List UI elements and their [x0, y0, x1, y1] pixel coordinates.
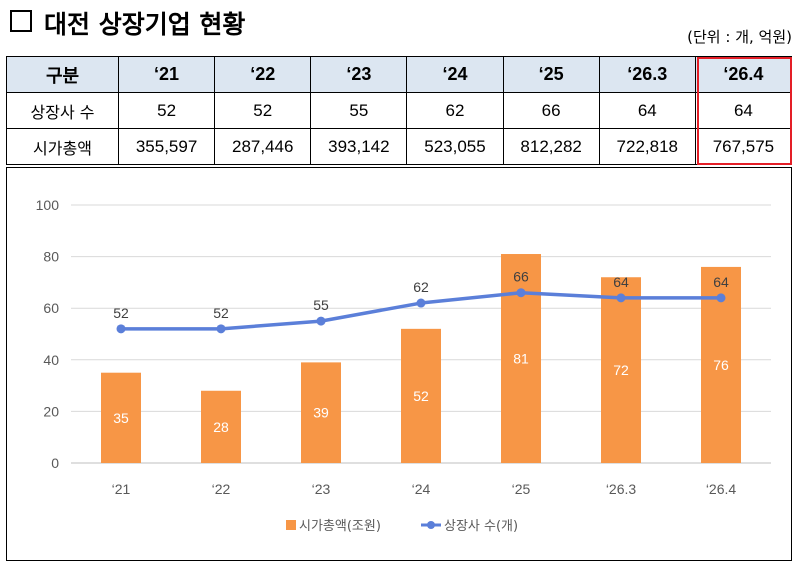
x-tick-label: ‘26.4: [706, 481, 737, 497]
table-cell: 52: [117, 92, 216, 129]
line-data-label: 66: [513, 269, 529, 285]
y-tick-label: 100: [36, 197, 60, 213]
legend-line-label: 상장사 수(개): [444, 519, 518, 534]
table-header-cell: ‘21: [117, 56, 216, 93]
x-tick-label: ‘26.3: [606, 481, 637, 497]
summary-table: 구분 ‘21 ‘22 ‘23 ‘24 ‘25 ‘26.3 ‘26.4 상장사 수…: [6, 56, 793, 165]
line-data-label: 52: [213, 305, 229, 321]
line-point: [616, 293, 626, 303]
legend-bar-swatch: [286, 520, 296, 530]
line-point: [716, 293, 726, 303]
y-tick-label: 0: [51, 455, 59, 471]
checkbox-square-icon: [10, 10, 32, 32]
table-cell: 393,142: [310, 128, 408, 165]
line-data-label: 64: [613, 274, 629, 290]
x-tick-label: ‘25: [512, 481, 531, 497]
table-header-cell: ‘26.4: [694, 56, 793, 93]
bar: [101, 372, 141, 463]
table-header-cell: ‘26.3: [598, 56, 696, 93]
unit-note: (단위 : 개, 억원): [687, 28, 792, 46]
table-cell: 355,597: [117, 128, 216, 165]
table-cell: 767,575: [694, 128, 793, 165]
bar: [601, 277, 641, 463]
line-data-label: 64: [713, 274, 729, 290]
y-tick-label: 80: [43, 249, 59, 265]
line-data-label: 52: [113, 305, 129, 321]
bar: [201, 390, 241, 463]
x-tick-label: ‘24: [412, 481, 431, 497]
table-header-row: 구분 ‘21 ‘22 ‘23 ‘24 ‘25 ‘26.3 ‘26.4: [6, 56, 793, 93]
table-header-cell: ‘23: [310, 56, 408, 93]
table-cell: 64: [598, 92, 696, 129]
x-tick-label: ‘23: [312, 481, 331, 497]
table-header-cell: 구분: [6, 56, 119, 93]
table-cell: 55: [310, 92, 408, 129]
table-cell: 66: [502, 92, 600, 129]
legend-line-marker: [427, 521, 435, 529]
combo-chart: 0 20 40 60 80 100 35 28 39 52 81 72 76 ‘21 ‘22 ‘23 ‘24 ‘2…: [36, 197, 771, 534]
y-tick-label: 40: [43, 352, 59, 368]
table-header-cell: ‘22: [214, 56, 312, 93]
bar: [401, 328, 441, 463]
bar-data-label: 81: [513, 351, 529, 367]
table-row-market-cap: 시가총액 355,597 287,446 393,142 523,055 812…: [6, 128, 793, 165]
y-tick-label: 20: [43, 403, 59, 419]
page-title: 대전 상장기업 현황: [44, 10, 246, 39]
bar-data-label: 72: [613, 362, 629, 378]
table-cell: 722,818: [598, 128, 696, 165]
table-header-cell: ‘24: [406, 56, 504, 93]
table-cell: 52: [214, 92, 312, 129]
table-cell: 62: [406, 92, 504, 129]
line-point: [316, 316, 326, 326]
row-label: 시가총액: [6, 128, 119, 165]
line-point: [116, 324, 126, 334]
line-data-label: 55: [313, 297, 329, 313]
x-tick-label: ‘22: [212, 481, 231, 497]
chart-container: 0 20 40 60 80 100 35 28 39 52 81 72 76 ‘21 ‘22 ‘23 ‘24 ‘2…: [6, 167, 792, 561]
line-data-label: 62: [413, 279, 429, 295]
table-row-company-count: 상장사 수 52 52 55 62 66 64 64: [6, 92, 793, 129]
line-point: [216, 324, 226, 334]
table-cell: 64: [694, 92, 793, 129]
table-header-cell: ‘25: [502, 56, 600, 93]
line-point: [516, 288, 526, 298]
bar-data-label: 39: [313, 405, 329, 421]
line-point: [416, 298, 426, 308]
y-tick-label: 60: [43, 300, 59, 316]
row-label: 상장사 수: [6, 92, 119, 129]
bar-data-label: 35: [113, 410, 129, 426]
table-cell: 523,055: [406, 128, 504, 165]
bar: [301, 362, 341, 463]
bar-data-label: 28: [213, 419, 229, 435]
x-tick-label: ‘21: [112, 481, 131, 497]
bar-data-label: 52: [413, 388, 429, 404]
table-cell: 287,446: [214, 128, 312, 165]
title-row: 대전 상장기업 현황 (단위 : 개, 억원): [6, 4, 796, 46]
bar-data-label: 76: [713, 357, 729, 373]
table-cell: 812,282: [502, 128, 600, 165]
legend-bar-label: 시가총액(조원): [299, 519, 381, 534]
